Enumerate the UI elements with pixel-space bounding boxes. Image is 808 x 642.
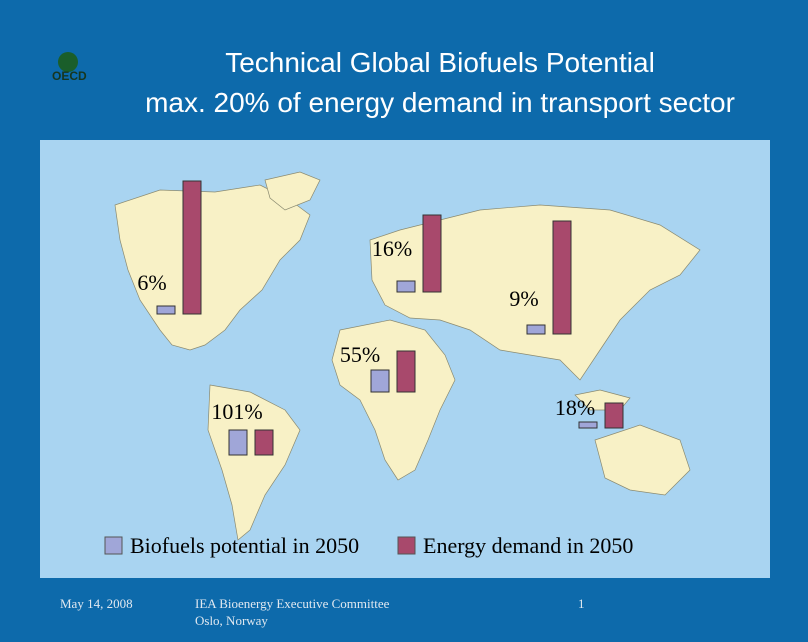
footer-date: May 14, 2008 [60, 596, 133, 611]
greenland [264, 171, 321, 211]
ratio-label: 16% [372, 236, 412, 261]
south-america [207, 384, 301, 541]
logo-text: OECD [52, 69, 87, 83]
legend: Biofuels potential in 2050 Energy demand… [104, 533, 633, 558]
eurasia [369, 204, 701, 381]
ratio-label: 18% [555, 395, 595, 420]
logo-mark [58, 52, 78, 72]
bar [182, 180, 202, 315]
legend-label: Biofuels potential in 2050 [130, 533, 359, 558]
ratio-label: 101% [211, 399, 262, 424]
bar [604, 402, 624, 429]
bar [552, 220, 572, 335]
legend-label: Energy demand in 2050 [423, 533, 633, 558]
footer-event: IEA Bioenergy Executive Committee [195, 596, 390, 611]
bar [254, 429, 274, 456]
footer-place: Oslo, Norway [195, 613, 268, 628]
bar [396, 350, 416, 393]
bar [156, 305, 176, 315]
bar [228, 429, 248, 456]
logo: OECD [52, 52, 87, 83]
ratio-label: 6% [137, 270, 166, 295]
legend-swatch [397, 536, 416, 555]
subtitle: max. 20% of energy demand in transport s… [145, 87, 735, 118]
bar [422, 214, 442, 293]
australia [594, 424, 691, 496]
footer-page: 1 [578, 596, 585, 611]
bar [578, 421, 598, 429]
title: Technical Global Biofuels Potential [225, 47, 655, 78]
ratio-label: 55% [340, 342, 380, 367]
ratio-label: 9% [509, 286, 538, 311]
bar [370, 369, 390, 393]
continents [114, 171, 701, 541]
africa [331, 319, 456, 481]
bar [526, 324, 546, 335]
legend-swatch [104, 536, 123, 555]
bar [396, 280, 416, 293]
